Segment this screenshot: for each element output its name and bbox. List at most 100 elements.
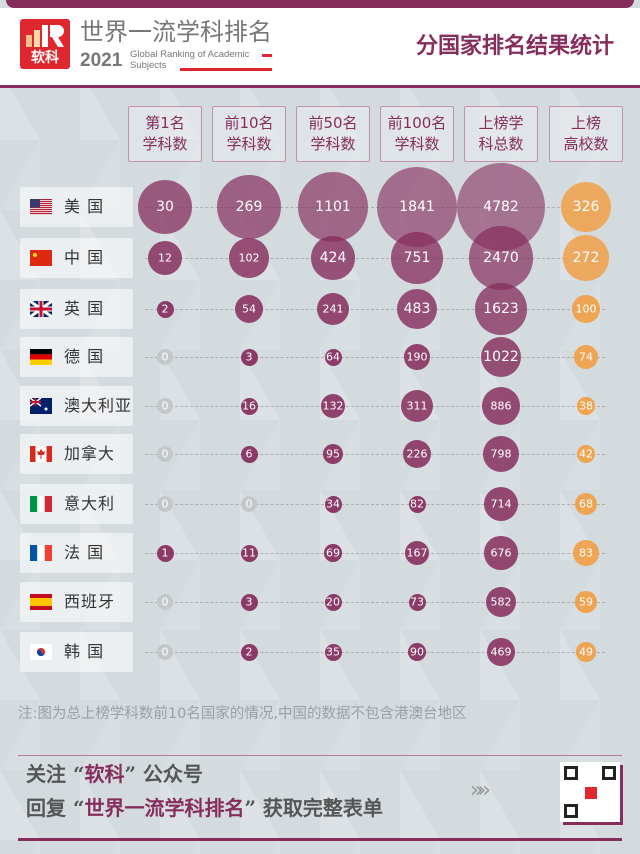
page-title: 分国家排名结果统计	[415, 34, 614, 59]
bubble-value: 424	[319, 250, 347, 266]
logo-text: 软科	[31, 50, 59, 66]
bubble	[322, 443, 344, 465]
bubble	[576, 642, 596, 662]
bubble-value: 2	[161, 302, 169, 316]
column-header-line: 上榜	[570, 114, 601, 132]
bubble	[402, 439, 431, 468]
row-guide	[145, 553, 605, 554]
bubble-value: 132	[322, 399, 344, 413]
bubble	[575, 591, 597, 613]
bubble-value: 1841	[399, 199, 435, 215]
bubble-value: 102	[238, 251, 260, 265]
bubble	[157, 349, 173, 365]
column-header-line: 前10名	[224, 114, 274, 132]
bubble	[408, 593, 426, 611]
bubble-value: 69	[326, 546, 340, 560]
column-header: 前10名学科数	[212, 106, 286, 162]
divider	[18, 838, 622, 841]
bubble-value: 1022	[483, 349, 519, 365]
country-label: 法 国	[20, 533, 133, 573]
header: 软科 世界一流学科排名 2021 Global Ranking of Acade…	[0, 8, 640, 88]
bubble-value: 82	[410, 497, 424, 511]
bubble-value: 73	[410, 595, 424, 609]
country-name: 西班牙	[64, 592, 116, 611]
bubble	[574, 345, 598, 369]
bubble	[324, 643, 342, 661]
country-name: 法 国	[64, 543, 105, 562]
column-header: 前50名学科数	[296, 106, 370, 162]
bubble	[240, 593, 258, 611]
flag-gb-icon	[30, 301, 52, 317]
country-name: 加拿大	[64, 444, 116, 463]
flag-fr-icon	[30, 545, 52, 561]
bubble	[480, 336, 522, 378]
row-guide	[145, 207, 605, 208]
country-label: 西班牙	[20, 582, 133, 622]
bubble-value: 74	[579, 350, 593, 364]
brand-english: Global Ranking of Academic Subjects	[130, 49, 250, 71]
cta-line-1: 关注 “软科” 公众号	[26, 762, 203, 786]
column-header: 上榜学 科总数	[464, 106, 538, 162]
bubble	[324, 544, 342, 562]
bubble	[485, 586, 517, 618]
column-header-line: 学科数	[394, 135, 440, 153]
bubble-value: 1101	[315, 199, 351, 215]
bubble	[574, 492, 598, 516]
bubble	[475, 283, 527, 335]
bubble	[577, 397, 595, 415]
bubble	[229, 238, 269, 278]
bubble-value: 42	[579, 447, 593, 461]
bubble	[157, 398, 173, 414]
country-name: 德 国	[64, 347, 105, 366]
bubble-value: 11	[242, 546, 256, 560]
bubble-value: 95	[326, 447, 340, 461]
cta-line-2: 回复 “世界一流学科排名” 获取完整表单	[26, 796, 383, 820]
bubble	[240, 544, 258, 562]
column-header: 上榜 高校数	[549, 106, 623, 162]
country-label: 德 国	[20, 337, 133, 377]
bubble-value: 0	[245, 497, 253, 511]
bubble-value: 68	[579, 497, 593, 511]
bubble	[487, 638, 515, 666]
bubble	[324, 348, 342, 366]
bubble	[320, 393, 346, 419]
bubble	[396, 288, 438, 330]
bubble	[469, 226, 533, 290]
bubble	[234, 294, 264, 324]
bubble-value: 3	[245, 350, 253, 364]
bubble	[138, 180, 192, 234]
bubble-value: 798	[490, 447, 512, 461]
bubble	[483, 486, 518, 521]
bubble-value: 0	[161, 399, 169, 413]
bubble-value: 4782	[483, 199, 519, 215]
country-name: 英 国	[64, 299, 105, 318]
bubble	[240, 643, 258, 661]
bubble	[217, 175, 281, 239]
bubble-value: 0	[161, 595, 169, 609]
row-guide	[145, 652, 605, 653]
flag-es-icon	[30, 594, 52, 610]
column-header-line: 科总数	[478, 135, 524, 153]
bubble	[316, 292, 350, 326]
column-header-line: 学科数	[310, 135, 356, 153]
bubble	[404, 540, 430, 566]
column-header-line: 前50名	[308, 114, 358, 132]
bubble	[324, 593, 342, 611]
flag-ca-icon	[30, 446, 52, 462]
country-label: 美 国	[20, 187, 133, 227]
bubble-value: 90	[410, 645, 424, 659]
column-header-line: 学科数	[142, 135, 188, 153]
column-header-line: 前100名	[387, 114, 447, 132]
bubble	[157, 644, 173, 660]
brand-year: 2021	[80, 50, 123, 71]
divider	[18, 755, 622, 756]
bubble	[157, 446, 173, 462]
bubble-value: 241	[322, 302, 344, 316]
column-header-line: 学科数	[226, 135, 272, 153]
qr-code[interactable]	[560, 762, 620, 822]
bubble	[157, 594, 173, 610]
bubble	[157, 496, 173, 512]
bubble-value: 226	[406, 447, 428, 461]
bubble-value: 582	[490, 595, 512, 609]
bubble-value: 469	[490, 645, 512, 659]
